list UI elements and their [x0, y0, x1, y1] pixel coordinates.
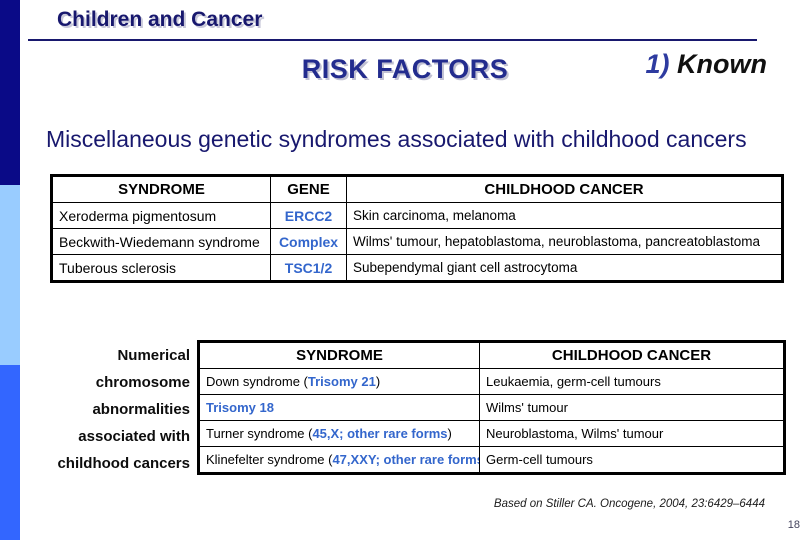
syndrome-cell: Tuberous sclerosis — [52, 254, 271, 281]
genetic-syndromes-table: SYNDROME GENE CHILDHOOD CANCER Xeroderma… — [50, 174, 784, 283]
title-underline — [28, 39, 757, 41]
known-heading: 1) Known — [646, 49, 768, 80]
cancer-cell: Leukaemia, germ-cell tumours — [479, 368, 784, 395]
table-row: Turner syndrome (45,X; other rare forms)… — [199, 420, 784, 447]
sidebar-accent-dark — [0, 0, 20, 185]
cancer-cell: Subependymal giant cell astrocytoma — [346, 254, 782, 281]
gene-cell: TSC1/2 — [270, 254, 347, 281]
table-row: Trisomy 18 Wilms' tumour — [199, 394, 784, 421]
header-cell-cancer: CHILDHOOD CANCER — [346, 176, 782, 203]
known-number: 1) — [645, 49, 670, 79]
karyotype-text: Trisomy 18 — [206, 400, 274, 415]
caption-line: chromosome — [95, 374, 190, 391]
caption-line: abnormalities — [92, 401, 190, 418]
caption-line: childhood cancers — [57, 455, 190, 472]
syndrome-text: ) — [447, 426, 452, 441]
karyotype-text: 47,XXY; other rare forms — [332, 452, 480, 467]
header-cell-gene: GENE — [270, 176, 347, 203]
page-number: 18 — [787, 519, 800, 531]
chromosome-abnormalities-table-grid: SYNDROME CHILDHOOD CANCER Down syndrome … — [199, 342, 784, 473]
syndrome-cell: Turner syndrome (45,X; other rare forms) — [199, 420, 480, 447]
cancer-cell: Neuroblastoma, Wilms' tumour — [479, 420, 784, 447]
cancer-cell: Wilms' tumour — [479, 394, 784, 421]
syndrome-text: Klinefelter syndrome ( — [206, 452, 333, 467]
gene-cell: Complex — [270, 228, 347, 255]
syndrome-text: Down syndrome ( — [206, 374, 308, 389]
sidebar-accent-royal — [0, 365, 20, 540]
syndrome-text: ) — [375, 374, 381, 389]
subtitle: Miscellaneous genetic syndromes associat… — [46, 126, 747, 152]
caption-line: associated with — [78, 428, 190, 445]
table-row: Down syndrome (Trisomy 21) Leukaemia, ge… — [199, 368, 784, 395]
header-cell-syndrome: SYNDROME — [52, 176, 271, 203]
chromosome-abnormalities-table: SYNDROME CHILDHOOD CANCER Down syndrome … — [197, 340, 786, 475]
known-word: Known — [669, 49, 767, 79]
cancer-cell: Skin carcinoma, melanoma — [346, 202, 782, 229]
genetic-syndromes-table-grid: SYNDROME GENE CHILDHOOD CANCER Xeroderma… — [52, 176, 782, 281]
table-header-row: SYNDROME CHILDHOOD CANCER — [199, 342, 784, 369]
syndrome-cell: Xeroderma pigmentosum — [52, 202, 271, 229]
slide-title: Children and Cancer — [57, 8, 263, 31]
header-cell-cancer: CHILDHOOD CANCER — [479, 342, 784, 369]
syndrome-cell: Down syndrome (Trisomy 21) — [199, 368, 480, 395]
sidebar-accent-light — [0, 185, 20, 365]
gene-cell: ERCC2 — [270, 202, 347, 229]
table-row: Klinefelter syndrome (47,XXY; other rare… — [199, 446, 784, 473]
table-row: Xeroderma pigmentosum ERCC2 Skin carcino… — [52, 202, 782, 229]
karyotype-text: 45,X; other rare forms — [312, 426, 448, 441]
numerical-abnormalities-caption: Numerical chromosome abnormalities assoc… — [0, 342, 190, 477]
cancer-cell: Wilms' tumour, hepatoblastoma, neuroblas… — [346, 228, 782, 255]
section-heading: RISK FACTORS — [301, 54, 509, 84]
table-row: Tuberous sclerosis TSC1/2 Subependymal g… — [52, 254, 782, 281]
citation: Based on Stiller CA. Oncogene, 2004, 23:… — [493, 498, 765, 510]
caption-line: Numerical — [117, 347, 190, 364]
cancer-cell: Germ-cell tumours — [479, 446, 784, 473]
header-cell-syndrome: SYNDROME — [199, 342, 480, 369]
table-row: Beckwith-Wiedemann syndrome Complex Wilm… — [52, 228, 782, 255]
karyotype-text: Trisomy 21 — [307, 374, 376, 389]
table-header-row: SYNDROME GENE CHILDHOOD CANCER — [52, 176, 782, 203]
syndrome-text: Turner syndrome ( — [206, 426, 313, 441]
syndrome-cell: Klinefelter syndrome (47,XXY; other rare… — [199, 446, 480, 473]
syndrome-cell: Trisomy 18 — [199, 394, 480, 421]
syndrome-cell: Beckwith-Wiedemann syndrome — [52, 228, 271, 255]
